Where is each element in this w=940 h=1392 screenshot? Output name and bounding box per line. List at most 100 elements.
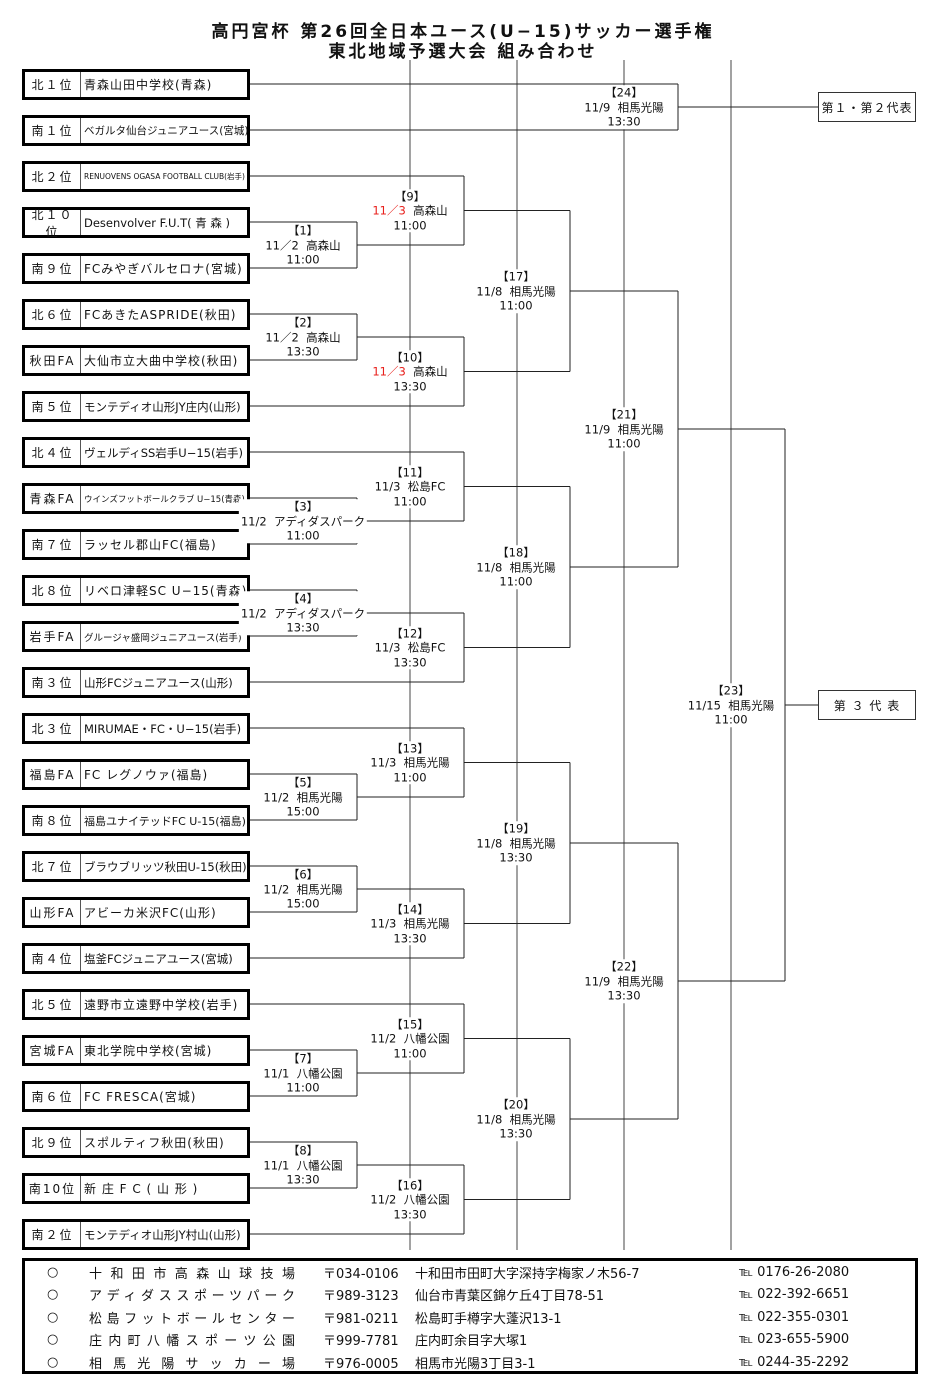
match-date: 11/2 — [263, 881, 290, 896]
match-time: 13:30 — [286, 344, 320, 359]
match-venue: 相馬光陽 — [728, 697, 775, 712]
match-time: 13:30 — [499, 850, 533, 865]
venue-postal: 〒034-0106 — [323, 1266, 399, 1282]
venue-row: ○ 十和田市高森山球技場 〒034-0106 十和田市田町大字深持字梅家ノ木56… — [25, 1261, 915, 1283]
team-box: 北１０位 Desenvolver F.U.T( 青 森 ) — [22, 207, 250, 239]
venue-address: 庄内町余目字大塚1 — [415, 1334, 528, 1349]
team-box: 北８位 リベロ津軽SC U−15(青森) — [22, 575, 250, 606]
match-label: 【1】 11／2 高森山 11:00 — [263, 223, 343, 267]
team-seed: 北９位 — [25, 1130, 81, 1155]
match-label: 【13】 11/3 相馬光陽 11:00 — [368, 740, 452, 785]
match-venue: 八幡公園 — [403, 1192, 450, 1207]
match-number: 【13】 — [391, 740, 429, 755]
venue-address: 松島町手樽字大蓬沢13-1 — [415, 1311, 562, 1327]
team-box: 南１位 ベガルタ仙台ジュニアユース(宮城) — [22, 115, 250, 146]
match-time: 13:30 — [286, 620, 320, 635]
team-seed: 宮城FA — [25, 1038, 81, 1063]
match-label: 【14】 11/3 相馬光陽 13:30 — [368, 901, 452, 946]
team-name: MIRUMAE・FC・U−15(岩手) — [84, 721, 242, 736]
match-number: 【22】 — [605, 959, 643, 974]
match-label: 【16】 11/2 八幡公園 13:30 — [368, 1177, 452, 1222]
match-date: 11／2 — [265, 329, 299, 344]
match-label: 【5】 11/2 相馬光陽 15:00 — [261, 775, 345, 819]
team-seed: 南９位 — [25, 256, 81, 281]
venue-address: 相馬市光陽3丁目3-1 — [415, 1356, 536, 1372]
team-box: 北９位 スポルティフ秋田(秋田) — [22, 1127, 250, 1158]
venue-postal: 〒989-3123 — [323, 1289, 399, 1304]
team-seed: 南３位 — [25, 670, 81, 695]
venue-tel: ℡ 0244-35-2292 — [739, 1354, 850, 1370]
match-date: 11/9 — [584, 973, 611, 988]
team-box: 南３位 山形FCジュニアユース(山形) — [22, 667, 250, 698]
venue-row: ○ 相馬光陽サッカー場 〒976-0005 相馬市光陽3丁目3-1 ℡ 0244… — [25, 1351, 915, 1373]
team-seed: 北５位 — [25, 992, 81, 1017]
venue-postal: 〒981-0211 — [323, 1311, 399, 1327]
team-name: FCみやぎバルセロナ(宮城) — [84, 262, 243, 276]
match-time: 13:30 — [286, 1172, 320, 1187]
venue-table: ○ 十和田市高森山球技場 〒034-0106 十和田市田町大字深持字梅家ノ木56… — [22, 1258, 918, 1374]
team-name: 大仙市立大曲中学校(秋田) — [84, 354, 239, 368]
match-number: 【14】 — [391, 901, 429, 916]
match-label: 【15】 11/2 八幡公園 11:00 — [368, 1016, 452, 1061]
match-date: 11/8 — [476, 1111, 503, 1126]
match-time: 11:00 — [286, 528, 320, 543]
team-box: 山形FA アビーカ米沢FC(山形) — [22, 897, 250, 928]
match-number: 【10】 — [391, 349, 429, 364]
venue-name: 松島フットボールセンター — [89, 1311, 297, 1327]
team-name: リベロ津軽SC U−15(青森) — [84, 584, 247, 598]
match-date: 11/2 — [240, 605, 267, 620]
match-venue: 相馬光陽 — [296, 789, 343, 804]
venue-mark: ○ — [47, 1354, 59, 1370]
team-name: グルージャ盛岡ジュニアユース(岩手) — [84, 632, 242, 644]
team-name: ベガルタ仙台ジュニアユース(宮城) — [84, 125, 247, 137]
venue-tel: ℡ 022-392-6651 — [739, 1287, 850, 1302]
match-number: 【7】 — [287, 1051, 319, 1066]
team-name: Desenvolver F.U.T( 青 森 ) — [84, 215, 231, 230]
match-number: 【2】 — [287, 315, 319, 330]
result-third-representative: 第 ３ 代 表 — [818, 690, 916, 720]
match-number: 【24】 — [605, 85, 643, 100]
venue-tel: ℡ 023-655-5900 — [739, 1332, 850, 1347]
match-number: 【19】 — [497, 821, 535, 836]
match-number: 【8】 — [287, 1143, 319, 1158]
match-label: 【24】 11/9 相馬光陽 13:30 — [582, 85, 666, 129]
venue-tel: ℡ 0176-26-2080 — [739, 1264, 850, 1280]
team-seed: 南８位 — [25, 808, 81, 833]
team-seed: 北６位 — [25, 302, 81, 327]
team-box: 秋田FA 大仙市立大曲中学校(秋田) — [22, 345, 250, 376]
team-seed: 青森FA — [25, 486, 81, 511]
match-number: 【3】 — [287, 499, 319, 514]
venue-mark: ○ — [47, 1287, 59, 1302]
team-name: FC FRESCA(宮城) — [84, 1090, 197, 1104]
team-name: 山形FCジュニアユース(山形) — [84, 675, 233, 690]
team-name: FCあきたASPRIDE(秋田) — [84, 308, 237, 322]
match-time: 11:00 — [286, 252, 320, 267]
team-name: ラッセル郡山FC(福島) — [84, 538, 217, 552]
team-name: 塩釜FCジュニアユース(宮城) — [84, 951, 233, 966]
team-box: 南２位 モンテディオ山形JY村山(山形) — [22, 1219, 250, 1250]
team-name: ブラウブリッツ秋田U-15(秋田) — [84, 859, 247, 874]
match-date: 11/3 — [374, 479, 401, 494]
match-time: 13:30 — [393, 654, 427, 669]
team-seed: 北１位 — [25, 72, 81, 97]
match-date: 11／3 — [372, 364, 406, 379]
match-venue: 相馬光陽 — [617, 99, 664, 114]
match-number: 【12】 — [391, 625, 429, 640]
team-box: 北３位 MIRUMAE・FC・U−15(岩手) — [22, 713, 250, 744]
team-name: FC レグノウァ(福島) — [84, 768, 209, 782]
match-time: 13:30 — [607, 988, 641, 1003]
match-number: 【18】 — [497, 545, 535, 560]
page-subtitle: 東北地域予選大会 組み合わせ — [328, 42, 598, 62]
match-date: 11/8 — [476, 283, 503, 298]
team-seed: 南５位 — [25, 394, 81, 419]
match-time: 13:30 — [393, 930, 427, 945]
team-seed: 南10位 — [25, 1176, 81, 1201]
match-venue: アディダスパーク — [273, 513, 366, 528]
match-label: 【2】 11／2 高森山 13:30 — [263, 315, 343, 359]
match-time: 15:00 — [286, 804, 320, 819]
match-label: 【11】 11/3 松島FC 11:00 — [372, 464, 448, 509]
match-date: 11/1 — [263, 1157, 290, 1172]
venue-mark: ○ — [47, 1264, 59, 1280]
match-number: 【15】 — [391, 1016, 429, 1031]
team-seed: 山形FA — [25, 900, 81, 925]
